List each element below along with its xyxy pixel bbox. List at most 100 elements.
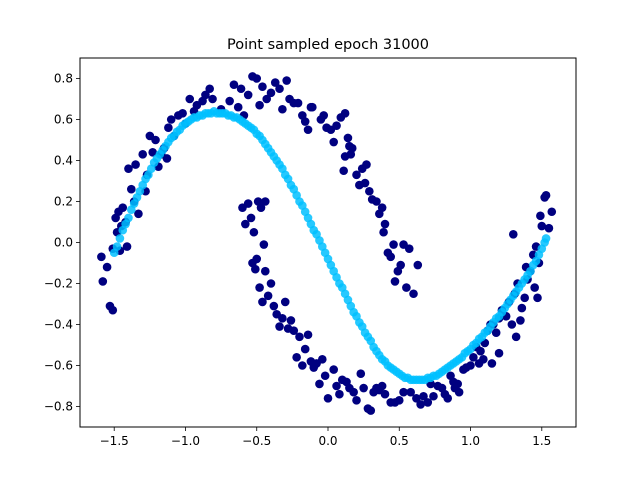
- data-point: [394, 396, 404, 405]
- data-point: [124, 213, 133, 223]
- data-point: [278, 104, 287, 114]
- y-tick-label: −0.4: [44, 318, 73, 332]
- y-tick-label: −0.2: [44, 277, 73, 291]
- data-point: [517, 303, 527, 313]
- data-point: [419, 391, 428, 401]
- data-point: [377, 381, 387, 391]
- data-point: [300, 117, 310, 126]
- data-point: [396, 260, 405, 270]
- data-point: [423, 398, 433, 407]
- data-point: [266, 279, 276, 288]
- data-point: [278, 314, 287, 323]
- data-point: [491, 328, 501, 338]
- data-point: [178, 109, 187, 118]
- data-point: [352, 170, 361, 180]
- data-point: [269, 301, 279, 311]
- data-point: [319, 111, 329, 120]
- data-point: [508, 230, 518, 239]
- data-point: [404, 244, 414, 253]
- data-point: [246, 213, 256, 223]
- y-tick-label: 0.8: [54, 72, 73, 86]
- x-tick-label: −0.5: [242, 434, 271, 448]
- data-point: [185, 94, 195, 104]
- data-point: [243, 199, 253, 208]
- data-point: [275, 84, 284, 94]
- data-point: [315, 379, 324, 389]
- data-point: [390, 277, 400, 286]
- data-point: [366, 406, 376, 415]
- data-point: [530, 283, 539, 292]
- data-point: [148, 148, 157, 157]
- data-point: [300, 344, 310, 354]
- data-point: [487, 359, 497, 368]
- data-point: [201, 90, 210, 100]
- data-point: [406, 387, 415, 397]
- data-point: [164, 123, 173, 132]
- data-point: [208, 94, 217, 104]
- data-point: [339, 166, 348, 176]
- data-point: [380, 219, 390, 229]
- data-point: [295, 332, 304, 342]
- y-tick-label: −0.8: [44, 400, 73, 414]
- data-point: [293, 98, 303, 108]
- data-point: [256, 203, 266, 212]
- data-point: [308, 102, 317, 112]
- data-point: [377, 203, 387, 212]
- data-point: [547, 207, 557, 217]
- data-point: [360, 178, 370, 188]
- data-point: [454, 387, 464, 397]
- data-point: [303, 330, 313, 340]
- data-point: [402, 283, 411, 292]
- data-point: [236, 84, 246, 94]
- x-axis: −1.5 −1.0 −0.5 0.0 0.5 1.0 1.5: [100, 427, 551, 448]
- data-point: [255, 283, 264, 292]
- data-point: [225, 96, 234, 106]
- data-point: [286, 316, 296, 325]
- data-point: [303, 125, 313, 135]
- chart-title: Point sampled epoch 31000: [227, 37, 429, 53]
- data-point: [243, 90, 253, 100]
- data-point: [262, 94, 272, 104]
- data-point: [127, 184, 136, 194]
- data-point: [233, 102, 243, 112]
- plot-area-frame: [79, 57, 577, 428]
- data-point: [162, 154, 172, 163]
- data-point: [115, 234, 125, 243]
- data-point: [118, 203, 128, 212]
- data-point: [416, 400, 425, 409]
- series-0: [97, 72, 557, 415]
- data-point: [266, 88, 276, 98]
- data-point: [380, 389, 390, 399]
- data-point: [541, 191, 551, 200]
- data-point: [537, 221, 547, 231]
- y-tick-label: 0.2: [54, 195, 73, 209]
- data-point: [347, 143, 357, 153]
- data-point: [270, 78, 280, 87]
- data-point: [108, 305, 118, 315]
- series-layer: [97, 72, 557, 415]
- y-tick-label: 0.0: [54, 236, 73, 250]
- data-point: [443, 394, 453, 403]
- data-point: [453, 379, 463, 389]
- data-point: [476, 346, 485, 356]
- data-point: [466, 361, 475, 370]
- data-point: [469, 353, 478, 362]
- data-point: [379, 227, 388, 237]
- data-point: [97, 252, 106, 262]
- data-point: [352, 396, 361, 405]
- data-point: [520, 293, 529, 303]
- data-point: [399, 387, 408, 397]
- data-point: [329, 137, 339, 147]
- data-point: [282, 76, 291, 85]
- data-point: [413, 260, 423, 270]
- data-point: [252, 74, 262, 83]
- data-point: [507, 320, 517, 329]
- data-point: [335, 389, 344, 399]
- x-tick-label: 0.0: [318, 434, 337, 448]
- data-point: [241, 219, 250, 229]
- data-point: [359, 383, 368, 393]
- data-point: [544, 223, 554, 233]
- data-point: [365, 186, 374, 196]
- data-point: [323, 394, 333, 403]
